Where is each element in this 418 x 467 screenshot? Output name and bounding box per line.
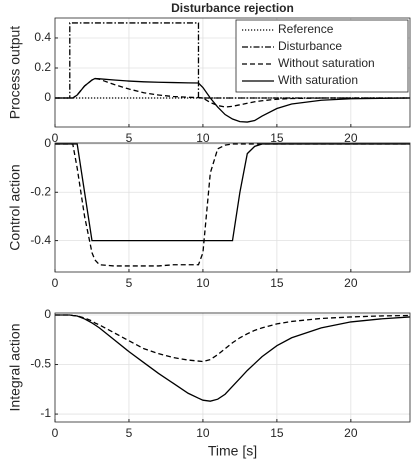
y-tick-label: -0.5 <box>30 357 51 371</box>
chart-title: Disturbance rejection <box>171 1 294 15</box>
x-tick-label: 10 <box>196 426 210 440</box>
x-tick-label: 5 <box>126 131 133 145</box>
y-axis-label: Process output <box>7 26 23 119</box>
legend-box <box>235 19 409 93</box>
x-tick-label: 5 <box>126 276 133 290</box>
x-tick-label: 0 <box>52 131 59 145</box>
x-tick-label: 15 <box>270 131 284 145</box>
y-tick-label: 0.2 <box>34 60 51 74</box>
x-tick-label: 10 <box>196 276 210 290</box>
axes-box <box>54 312 411 423</box>
series-line <box>55 314 410 363</box>
plot-area <box>55 143 410 272</box>
legend-label: Reference <box>278 22 334 36</box>
y-tick-label: 0 <box>44 307 51 321</box>
x-tick-label: 0 <box>52 276 59 290</box>
y-tick-label: 0 <box>44 90 51 104</box>
axes-box <box>54 17 411 128</box>
y-tick-label: 0.4 <box>34 30 51 44</box>
y-axis-label: Control action <box>7 164 23 250</box>
y-tick-label: 0 <box>44 136 51 150</box>
axes-box <box>54 142 411 273</box>
x-tick-label: 15 <box>270 426 284 440</box>
y-axis-label: Integral action <box>7 324 23 412</box>
x-axis-label: Time [s] <box>208 443 257 459</box>
x-tick-label: 10 <box>196 131 210 145</box>
x-tick-label: 20 <box>344 131 358 145</box>
x-tick-label: 15 <box>270 276 284 290</box>
series-line <box>55 314 410 402</box>
legend-label: Without saturation <box>278 56 375 70</box>
x-tick-label: 0 <box>52 426 59 440</box>
x-tick-label: 20 <box>344 276 358 290</box>
series-line <box>55 77 410 123</box>
y-tick-label: -1 <box>40 406 51 420</box>
legend-label: Disturbance <box>278 39 342 53</box>
legend-label: With saturation <box>278 73 358 87</box>
x-tick-label: 5 <box>126 426 133 440</box>
y-tick-label: -0.2 <box>30 184 51 198</box>
x-tick-label: 20 <box>344 426 358 440</box>
y-tick-label: -0.4 <box>30 233 51 247</box>
series-line <box>55 143 410 242</box>
series-line <box>55 143 410 267</box>
